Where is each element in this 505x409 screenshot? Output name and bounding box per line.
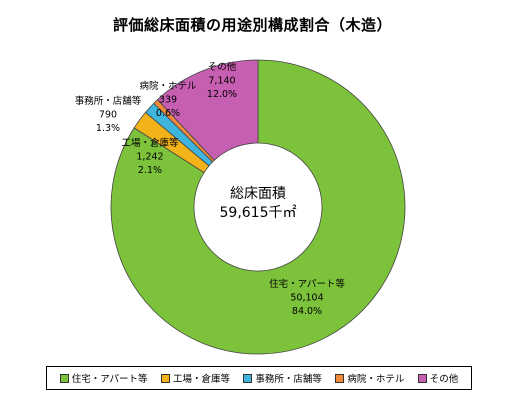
label-name-0: 住宅・アパート等: [269, 278, 345, 290]
label-name-2: 事務所・店舗等: [75, 95, 142, 107]
legend-label-2: 事務所・店舗等: [255, 374, 322, 385]
label-percent-2: 1.3%: [96, 123, 120, 134]
legend-item-3: 病院・ホテル: [335, 371, 404, 385]
legend-swatch-2: [243, 373, 253, 383]
center-label: 総床面積: [230, 186, 286, 202]
legend-label-1: 工場・倉庫等: [172, 374, 230, 385]
label-value-3: 339: [159, 95, 177, 106]
label-value-1: 1,242: [136, 152, 163, 163]
label-value-0: 50,104: [290, 293, 323, 304]
label-name-4: その他: [208, 61, 237, 73]
label-percent-4: 12.0%: [207, 89, 237, 100]
label-percent-1: 2.1%: [138, 165, 162, 176]
label-percent-0: 84.0%: [292, 306, 322, 317]
legend-item-1: 工場・倉庫等: [160, 371, 230, 385]
label-value-2: 790: [99, 110, 117, 121]
pie-slice-0: [110, 59, 406, 355]
chart-legend: 住宅・アパート等 工場・倉庫等 事務所・店舗等 病院・ホテル その他: [46, 366, 472, 390]
legend-swatch-4: [417, 373, 427, 383]
legend-swatch-0: [59, 373, 69, 383]
legend-swatch-1: [160, 373, 170, 383]
pie-slice-4: [156, 59, 259, 161]
legend-item-4: その他: [417, 371, 459, 385]
label-percent-3: 0.6%: [156, 108, 180, 119]
legend-label-4: その他: [429, 374, 459, 385]
legend-swatch-3: [335, 373, 345, 383]
label-value-4: 7,140: [208, 76, 235, 87]
chart-title: 評価総床面積の用途別構成割合（木造）: [112, 16, 392, 34]
label-name-1: 工場・倉庫等: [121, 137, 179, 149]
legend-item-0: 住宅・アパート等: [59, 371, 148, 385]
legend-label-0: 住宅・アパート等: [71, 374, 148, 385]
label-name-3: 病院・ホテル: [139, 80, 197, 92]
legend-label-3: 病院・ホテル: [347, 374, 405, 385]
center-value: 59,615千㎡: [220, 205, 297, 221]
legend-item-2: 事務所・店舗等: [243, 371, 322, 385]
